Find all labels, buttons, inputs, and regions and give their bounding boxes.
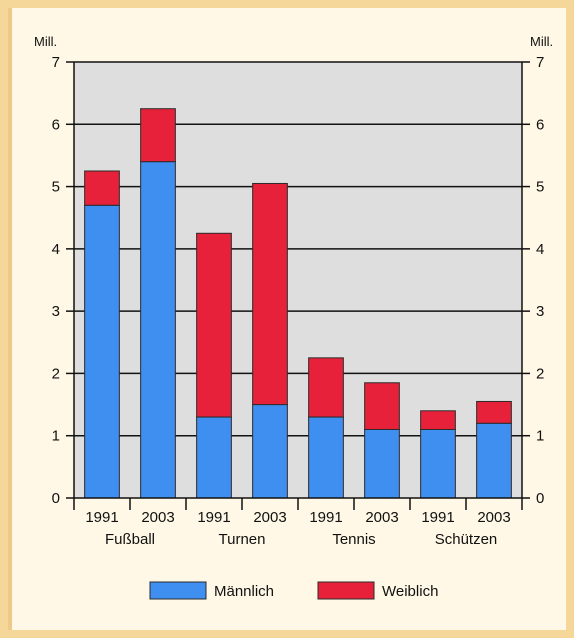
- bar-maennlich: [364, 428, 400, 499]
- y-tick-label-left: 0: [52, 490, 60, 507]
- x-group-label: Fußball: [105, 531, 155, 548]
- x-group-label: Turnen: [219, 531, 266, 548]
- x-tick-label-year: 2003: [141, 509, 174, 526]
- y-tick-label-right: 3: [536, 303, 544, 320]
- y-tick-label-left: 7: [52, 54, 60, 71]
- y-tick-label-left: 2: [52, 365, 60, 382]
- legend-swatch: [317, 581, 375, 600]
- legend-label: Weiblich: [382, 583, 438, 600]
- y-axis-unit-right: Mill.: [530, 34, 553, 49]
- x-tick-label-year: 2003: [365, 509, 398, 526]
- axes: [66, 61, 530, 510]
- y-tick-label-left: 1: [52, 428, 60, 445]
- y-tick-label-left: 3: [52, 303, 60, 320]
- y-tick-label-right: 0: [536, 490, 544, 507]
- bar-weiblich: [196, 232, 232, 418]
- legend-swatch: [149, 581, 207, 600]
- chart-frame: Mill. Mill. 0 0 1 1 2 2 3 3 4 4 5 5 6 6 7 7 1991 2003 1991…: [8, 8, 566, 630]
- bar-weiblich: [420, 410, 456, 430]
- bar-weiblich: [84, 170, 120, 206]
- y-tick-label-right: 1: [536, 428, 544, 445]
- x-tick-label-year: 2003: [253, 509, 286, 526]
- legend-label: Männlich: [214, 583, 274, 600]
- stacked-bar-chart: Mill. Mill. 0 0 1 1 2 2 3 3 4 4 5 5 6 6 7 7 1991 2003 1991…: [34, 34, 553, 600]
- bar-weiblich: [308, 357, 344, 418]
- bar-maennlich: [84, 204, 120, 499]
- legend: Männlich Weiblich: [149, 581, 438, 600]
- bar-weiblich: [252, 182, 288, 406]
- x-group-label: Schützen: [435, 531, 498, 548]
- x-tick-label-year: 2003: [477, 509, 510, 526]
- y-tick-label-right: 5: [536, 179, 544, 196]
- bar-maennlich: [140, 161, 176, 499]
- bar-maennlich: [420, 428, 456, 499]
- bar-maennlich: [476, 422, 512, 499]
- y-tick-label-left: 4: [52, 241, 60, 258]
- x-tick-label-year: 1991: [421, 509, 454, 526]
- x-tick-label-year: 1991: [309, 509, 342, 526]
- bar-weiblich: [364, 382, 400, 430]
- bar-weiblich: [140, 108, 176, 163]
- y-axis-unit-left: Mill.: [34, 34, 57, 49]
- x-group-label: Tennis: [332, 531, 375, 548]
- x-tick-label-year: 1991: [85, 509, 118, 526]
- y-tick-label-left: 6: [52, 116, 60, 133]
- y-tick-label-right: 2: [536, 365, 544, 382]
- bar-maennlich: [308, 416, 344, 499]
- bar-maennlich: [196, 416, 232, 499]
- y-tick-label-right: 7: [536, 54, 544, 71]
- axis-labels: Mill. Mill. 0 0 1 1 2 2 3 3 4 4 5 5 6 6 7 7 1991 2003 1991…: [34, 34, 553, 548]
- y-tick-label-right: 4: [536, 241, 544, 258]
- y-tick-label-right: 6: [536, 116, 544, 133]
- y-tick-label-left: 5: [52, 179, 60, 196]
- bar-maennlich: [252, 404, 288, 499]
- x-tick-label-year: 1991: [197, 509, 230, 526]
- plot-area: [74, 61, 522, 499]
- bar-weiblich: [476, 400, 512, 424]
